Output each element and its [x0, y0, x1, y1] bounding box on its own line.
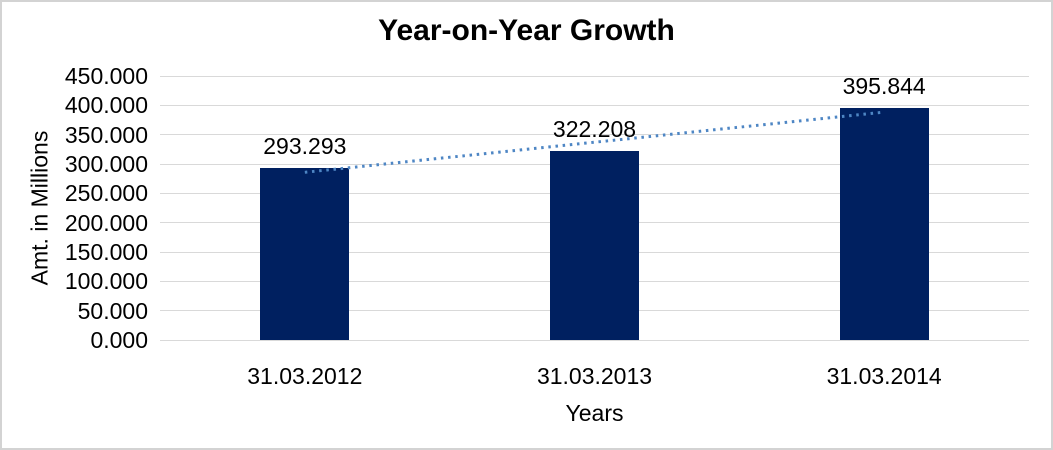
y-axis-tick-label: 50.000 — [77, 297, 148, 324]
chart-title: Year-on-Year Growth — [378, 14, 675, 47]
y-axis-tick-label: 200.000 — [64, 209, 148, 236]
y-axis-tick-label: 400.000 — [64, 92, 148, 119]
bar-value-label: 322.208 — [552, 115, 637, 142]
gridline — [160, 104, 1029, 106]
gridline — [160, 75, 1029, 77]
x-axis-tick-label: 31.03.2014 — [826, 363, 942, 389]
y-axis-tick-label: 0.000 — [90, 327, 148, 353]
y-axis-tick-label: 450.000 — [64, 63, 148, 89]
bar — [839, 107, 929, 340]
y-axis-tick-label: 350.000 — [64, 121, 148, 148]
bar-value-label: 293.293 — [263, 132, 347, 159]
y-axis-tick-label: 100.000 — [64, 268, 148, 295]
x-axis-title: Years — [565, 400, 624, 426]
x-axis-tick-label: 31.03.2013 — [536, 363, 653, 389]
bar — [260, 167, 350, 340]
gridline — [160, 339, 1029, 341]
y-axis-tick-label: 300.000 — [64, 151, 148, 177]
bar — [550, 150, 639, 340]
x-axis-tick-label: 31.03.2012 — [247, 363, 363, 389]
y-axis-tick-label: 150.000 — [64, 239, 148, 265]
bar-value-label: 395.844 — [842, 72, 926, 99]
y-axis-tick-label: 250.000 — [64, 180, 148, 207]
